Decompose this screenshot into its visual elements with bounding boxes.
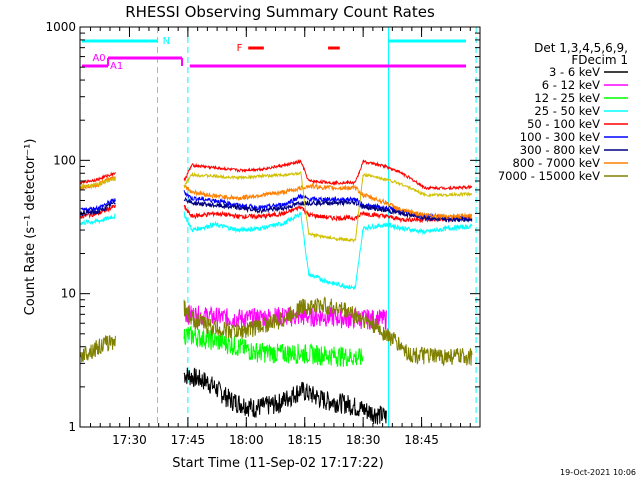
series-line-3-0	[80, 212, 116, 226]
x-tick-label-3: 18:15	[287, 433, 322, 447]
legend-label-6: 300 - 800 keV	[520, 143, 600, 157]
legend-label-4: 50 - 100 keV	[527, 117, 600, 131]
x-tick-label-2: 18:00	[229, 433, 264, 447]
series-line-7-1	[183, 182, 473, 221]
x-axis-label: Start Time (11-Sep-02 17:17:22)	[172, 456, 383, 471]
annotation-a1: A1	[110, 61, 123, 72]
y-tick-label-3: 1000	[45, 20, 76, 34]
series-line-0-0	[183, 367, 387, 425]
series-line-2-0	[183, 325, 364, 368]
annotation-n: N	[163, 36, 170, 47]
series-line-6-1	[183, 197, 473, 224]
upper-series-line-1-1	[183, 171, 473, 244]
x-tick-label-1: 17:45	[171, 433, 206, 447]
x-tick-label-4: 18:30	[346, 433, 381, 447]
legend-label-1: 6 - 12 keV	[542, 78, 600, 92]
x-tick-label-5: 18:45	[404, 433, 439, 447]
plot-area: N F A0 A1	[80, 27, 477, 427]
series-line-5-1	[183, 190, 473, 222]
plot-frame	[79, 26, 481, 428]
y-axis-label: Count Rate (s⁻¹ detector⁻¹)	[23, 139, 38, 316]
upper-series-line-0-1	[183, 158, 473, 191]
legend-label-8: 7000 - 15000 keV	[498, 169, 600, 183]
upper-series-line-0-0	[80, 171, 116, 186]
footer-date: 19-Oct-2021 10:06	[560, 468, 636, 477]
legend-header-1: FDecim 1	[571, 53, 628, 67]
legend-label-2: 12 - 25 keV	[534, 91, 600, 105]
series-line-3-1	[183, 211, 473, 290]
legend-label-3: 25 - 50 keV	[534, 104, 600, 118]
chart-title: RHESSI Observing Summary Count Rates	[125, 3, 435, 21]
y-tick-label-0: 1	[68, 420, 76, 434]
annotation-f: F	[237, 43, 243, 54]
legend-label-7: 800 - 7000 keV	[512, 156, 600, 170]
series-line-7-0	[80, 175, 116, 191]
legend-header-0: Det 1,3,4,5,6,9,	[534, 41, 628, 55]
y-tick-label-1: 10	[61, 287, 76, 301]
series-line-6-0	[80, 198, 116, 217]
annotation-a0: A0	[92, 53, 105, 64]
y-tick-label-2: 100	[53, 153, 76, 167]
upper-series-line-1-0	[80, 177, 116, 190]
axes: 1 10 100 1000 17:30 17:45 18:00 18:15 18:30 18:45	[45, 20, 481, 447]
x-tick-label-0: 17:30	[112, 433, 147, 447]
legend-label-5: 100 - 300 keV	[520, 130, 600, 144]
legend-label-0: 3 - 6 keV	[549, 65, 600, 79]
series-line-8-0	[80, 335, 116, 364]
series-line-8-1	[183, 296, 473, 367]
